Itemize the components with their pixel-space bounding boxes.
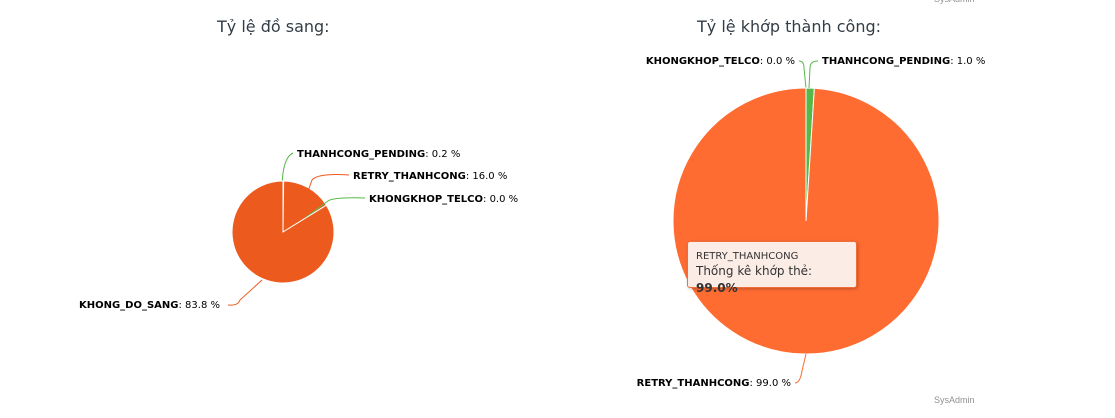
credits-bottom[interactable]: SysAdmin [934, 395, 975, 405]
tooltip-series: RETRY_THANHCONG [696, 251, 799, 262]
data-label-retry-thanhcong[interactable]: RETRY_THANHCONG: 16.0 % [353, 171, 507, 182]
data-label-thanhcong-pending[interactable]: THANHCONG_PENDING: 1.0 % [822, 56, 985, 67]
connector-khong-do-sang [227, 279, 263, 306]
left-chart-title: Tỷ lệ đồ sang: [217, 17, 330, 36]
data-label-khong-do-sang[interactable]: KHONG_DO_SANG: 83.8 % [79, 300, 220, 311]
connector-thanhcong-pending [808, 60, 819, 89]
connector-khongkhop-telco [798, 60, 807, 89]
slice-retry-thanhcong[interactable] [282, 180, 328, 233]
right-pie: KHONGKHOP_TELCO: 0.0 % THANHCONG_PENDING:… [637, 56, 986, 389]
chart-tooltip: RETRY_THANHCONG Thống kê khớp thẻ: 99.0% [687, 241, 857, 295]
right-chart-title: Tỷ lệ khớp thành công: [697, 17, 881, 36]
credits-top[interactable]: SysAdmin [934, 0, 975, 4]
tooltip-value: 99.0% [696, 281, 738, 295]
tooltip-line: Thống kê khớp thẻ: 99.0% [696, 263, 848, 297]
data-label-khongkhop-telco[interactable]: KHONGKHOP_TELCO: 0.0 % [646, 56, 795, 67]
slice-retry-thanhcong[interactable] [672, 87, 940, 355]
left-pie: THANHCONG_PENDING: 0.2 % RETRY_THANHCONG:… [79, 149, 518, 311]
connector-khongkhop-telco [304, 197, 366, 219]
connector-retry-thanhcong [794, 353, 807, 384]
connector-retry-thanhcong [299, 174, 350, 215]
data-label-khongkhop-telco[interactable]: KHONGKHOP_TELCO: 0.0 % [369, 194, 518, 205]
tooltip-label: Thống kê khớp thẻ: [696, 264, 813, 278]
data-label-retry-thanhcong[interactable]: RETRY_THANHCONG: 99.0 % [637, 378, 791, 389]
data-label-thanhcong-pending[interactable]: THANHCONG_PENDING: 0.2 % [297, 149, 460, 160]
slice-khong-do-sang[interactable] [231, 180, 335, 284]
